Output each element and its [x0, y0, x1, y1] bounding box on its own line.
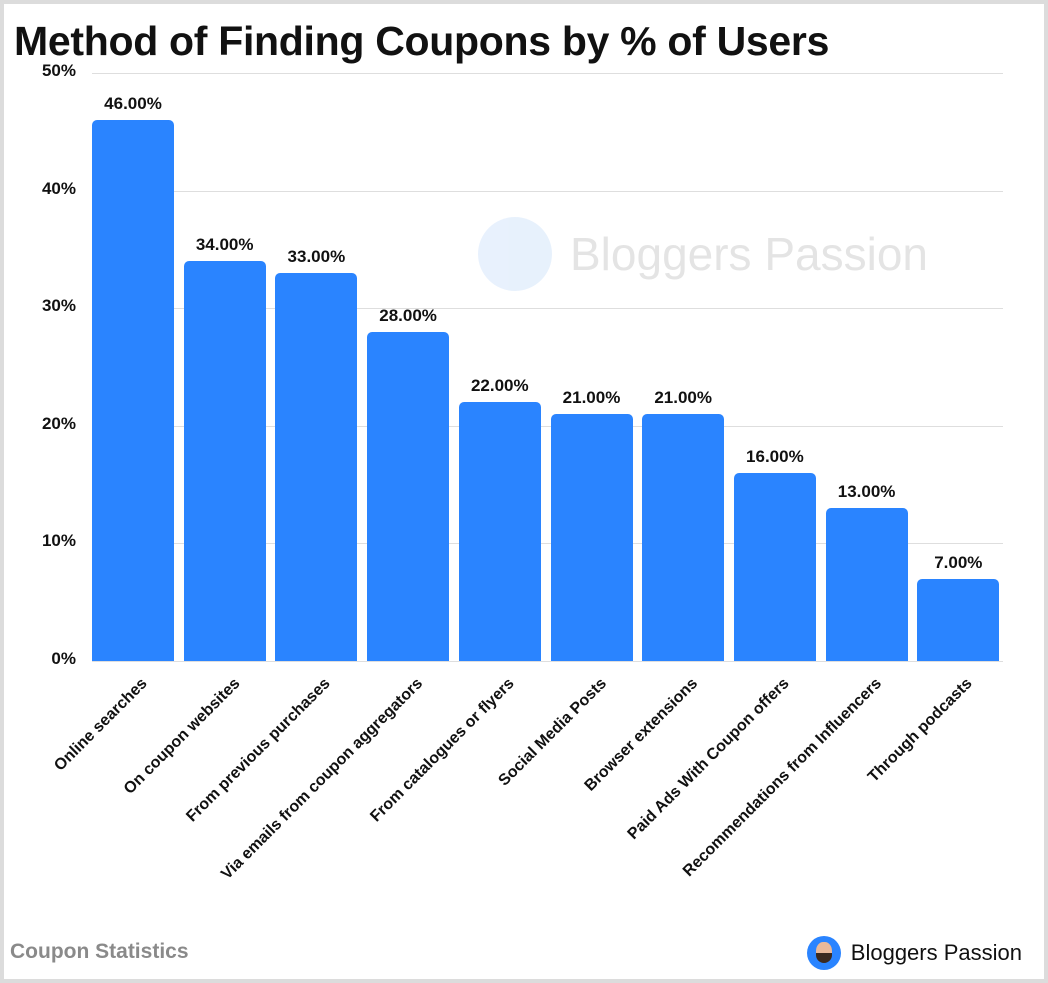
bar [92, 120, 174, 661]
y-tick-label: 0% [51, 649, 76, 668]
bar [183, 261, 266, 661]
chart-title: Method of Finding Coupons by % of Users [14, 18, 830, 64]
x-axis-label: Online searches [51, 675, 151, 775]
bar-value-label: 16.00% [746, 446, 804, 466]
x-axis-label: From previous purchases [183, 675, 335, 826]
bar-value-label: 21.00% [562, 388, 621, 408]
bar [733, 472, 816, 661]
x-axis-label: Via emails from coupon aggregators [218, 675, 427, 883]
gridline [92, 73, 1003, 74]
watermark-avatar-icon [478, 217, 552, 291]
chart-card: Method of Finding Coupons by % of Users … [4, 4, 1044, 979]
bar-value-label: 21.00% [654, 388, 713, 408]
bar [367, 331, 450, 661]
y-tick-label: 20% [41, 413, 76, 433]
bar [550, 414, 633, 661]
x-axis-label: Recommendations from Influencers [679, 675, 885, 881]
brand-avatar-icon [806, 936, 841, 970]
bar-value-label: 46.00% [104, 94, 162, 114]
bar [642, 414, 725, 661]
bar [825, 508, 908, 661]
bar-value-label: 13.00% [837, 482, 896, 502]
x-axis-label: Through podcasts [865, 675, 976, 786]
bar-value-label: 34.00% [195, 235, 254, 255]
y-tick-label: 40% [41, 178, 76, 198]
footer-source: Coupon Statistics [10, 940, 189, 963]
bar-value-label: 28.00% [379, 305, 437, 325]
bar-value-label: 22.00% [470, 376, 529, 396]
gridline [92, 661, 1003, 662]
bar-value-label: 7.00% [934, 552, 983, 572]
y-tick-label: 50% [41, 61, 76, 80]
gridline [92, 308, 1003, 310]
bar [275, 272, 358, 661]
bar [917, 578, 1000, 661]
gridline [92, 190, 1003, 192]
x-axis-label: Paid Ads With Coupon offers [624, 675, 793, 844]
footer-brand: Bloggers Passion [806, 936, 1022, 970]
brand-name: Bloggers Passion [850, 940, 1022, 965]
y-tick-label: 10% [41, 531, 76, 551]
bar-value-label: 33.00% [287, 246, 346, 266]
gridline [92, 543, 1003, 545]
watermark: Bloggers Passion [478, 217, 928, 291]
gridline [92, 425, 1003, 427]
bar [458, 402, 541, 661]
y-tick-label: 30% [41, 296, 76, 316]
watermark-text: Bloggers Passion [570, 228, 928, 280]
